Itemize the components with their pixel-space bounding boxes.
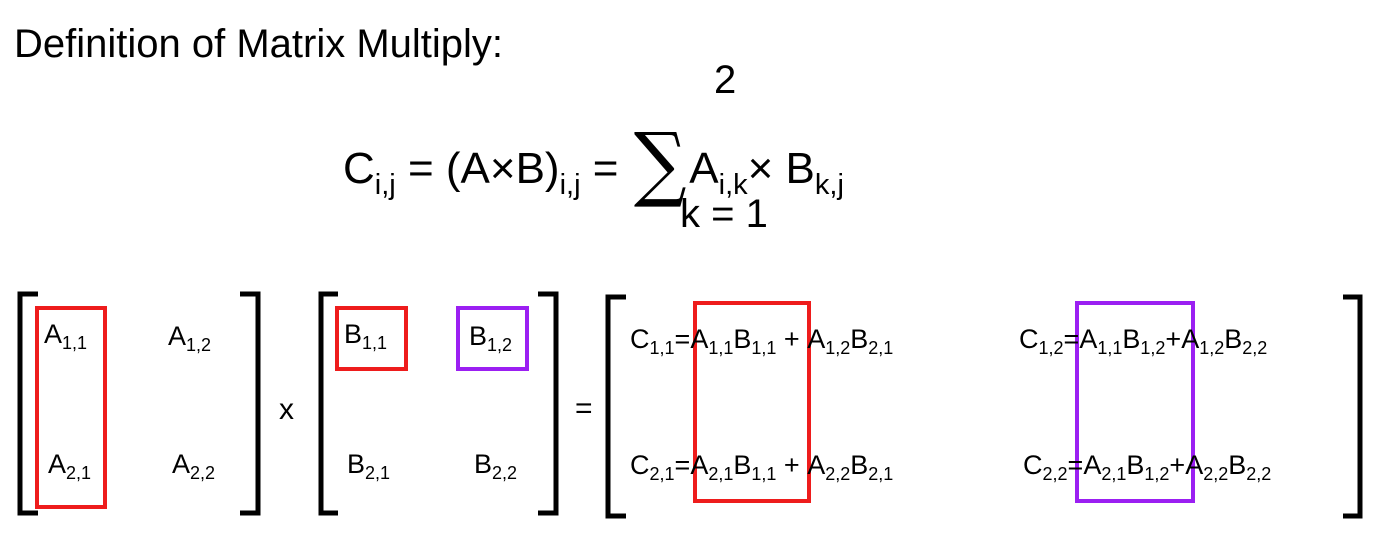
matrix-a-left-bracket: [17, 291, 38, 516]
matrix-multiply-formula: Ci,j = (A×B)i,j = ∑Ai,k× Bk,j: [343, 123, 844, 205]
formula-equals: =: [592, 144, 619, 193]
formula-a: A: [689, 144, 719, 193]
formula-a-subscript: i,k: [718, 169, 748, 201]
matrix-a-entry: A1,2: [168, 321, 212, 355]
summation-upper-limit: 2: [714, 58, 737, 102]
matrix-a-entry: A1,1: [44, 319, 88, 353]
matrix-b-entry: B2,1: [347, 449, 391, 483]
formula-times-b: × B: [747, 144, 815, 193]
matrix-b-entry: B1,2: [469, 321, 513, 355]
matrix-a-right-bracket: [240, 291, 261, 516]
matrix-c-entry: C1,2=A1,1B1,2+A1,2B2,2: [1019, 324, 1268, 358]
matrix-c-right-bracket: [1343, 294, 1363, 519]
matrix-b-right-bracket: [538, 291, 559, 516]
matrix-b-entry: B1,1: [344, 319, 388, 353]
matrix-b-first-column-highlight: [335, 306, 408, 371]
equals-operator: =: [575, 392, 593, 425]
matrix-c-entry: C1,1=A1,1B1,1 + A1,2B2,1: [630, 324, 894, 358]
formula-c-subscript: i,j: [374, 169, 396, 201]
matrix-b-left-bracket: [318, 291, 338, 516]
matrix-c-first-term-highlight: [693, 301, 811, 503]
matrix-b-entry: B2,2: [474, 449, 518, 483]
matrix-c-entry: C2,1=A2,1B1,1 + A2,2B2,1: [630, 450, 894, 484]
matrix-b-second-column-highlight: [456, 306, 529, 371]
formula-ab: = (A×B): [407, 144, 560, 193]
summation-lower-limit: k = 1: [680, 192, 768, 236]
diagram-title: Definition of Matrix Multiply:: [14, 22, 504, 66]
matrix-a-first-column-highlight: [35, 306, 107, 509]
formula-ab-subscript: i,j: [559, 169, 581, 201]
summation-sign: ∑: [633, 116, 687, 211]
matrix-a-entry: A2,2: [172, 449, 216, 483]
multiply-operator: x: [279, 393, 294, 426]
matrix-a-entry: A2,1: [48, 449, 92, 483]
matrix-c-second-column-term-highlight: [1075, 301, 1195, 503]
formula-b-subscript: k,j: [814, 169, 844, 201]
matrix-c-left-bracket: [605, 294, 626, 519]
matrix-c-entry: C2,2=A2,1B1,2+A2,2B2,2: [1023, 450, 1272, 484]
formula-c: C: [343, 144, 375, 193]
